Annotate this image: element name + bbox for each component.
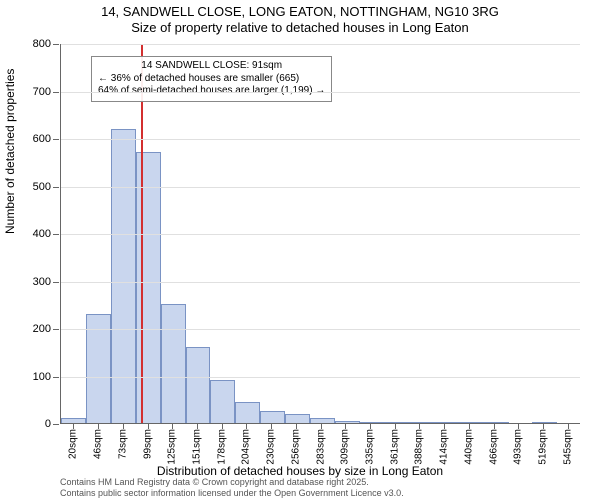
x-tick-label: 440sqm xyxy=(463,429,474,465)
footer-line2: Contains public sector information licen… xyxy=(60,488,404,498)
title-line1: 14, SANDWELL CLOSE, LONG EATON, NOTTINGH… xyxy=(0,4,600,20)
gridline xyxy=(61,44,580,45)
x-tick-label: 388sqm xyxy=(414,429,425,465)
histogram-bar xyxy=(260,411,285,423)
gridline xyxy=(61,377,580,378)
histogram-bar xyxy=(210,380,235,423)
x-tick-label: 414sqm xyxy=(439,429,450,465)
y-tick-label: 600 xyxy=(33,133,51,145)
footer-line1: Contains HM Land Registry data © Crown c… xyxy=(60,477,404,487)
x-tick-label: 20sqm xyxy=(68,429,79,459)
x-tick-label: 283sqm xyxy=(315,429,326,465)
x-tick-label: 151sqm xyxy=(191,429,202,465)
x-axis-label: Distribution of detached houses by size … xyxy=(0,464,600,478)
x-tick-label: 256sqm xyxy=(290,429,301,465)
histogram-bar xyxy=(86,314,111,423)
x-tick-label: 204sqm xyxy=(241,429,252,465)
gridline xyxy=(61,329,580,330)
y-tick-label: 400 xyxy=(33,228,51,240)
chart-container: 14, SANDWELL CLOSE, LONG EATON, NOTTINGH… xyxy=(0,0,600,500)
x-tick-label: 178sqm xyxy=(216,429,227,465)
x-tick-label: 519sqm xyxy=(538,429,549,465)
y-tick xyxy=(53,92,59,93)
histogram-bar xyxy=(235,402,260,423)
histogram-bar xyxy=(186,347,211,423)
gridline xyxy=(61,282,580,283)
title-line2: Size of property relative to detached ho… xyxy=(0,20,600,36)
x-tick-label: 545sqm xyxy=(562,429,573,465)
annotation-line1: 14 SANDWELL CLOSE: 91sqm xyxy=(98,60,325,73)
y-tick xyxy=(53,424,59,425)
gridline xyxy=(61,187,580,188)
y-tick-label: 200 xyxy=(33,323,51,335)
y-tick-label: 0 xyxy=(45,418,51,430)
footer-note: Contains HM Land Registry data © Crown c… xyxy=(60,477,404,498)
gridline xyxy=(61,234,580,235)
plot-area: 20sqm46sqm73sqm99sqm125sqm151sqm178sqm20… xyxy=(60,44,580,424)
y-tick-label: 500 xyxy=(33,181,51,193)
y-tick xyxy=(53,329,59,330)
histogram-bar xyxy=(111,129,136,424)
x-tick-label: 46sqm xyxy=(93,429,104,459)
gridline xyxy=(61,92,580,93)
y-tick xyxy=(53,139,59,140)
y-tick-label: 300 xyxy=(33,276,51,288)
y-tick xyxy=(53,187,59,188)
y-tick xyxy=(53,44,59,45)
histogram-bar xyxy=(285,414,310,424)
x-tick-label: 361sqm xyxy=(389,429,400,465)
y-axis-label: Number of detached properties xyxy=(3,69,17,234)
x-tick-label: 309sqm xyxy=(340,429,351,465)
y-tick xyxy=(53,234,59,235)
x-tick-label: 230sqm xyxy=(266,429,277,465)
histogram-bar xyxy=(161,304,186,423)
annotation-line2: ← 36% of detached houses are smaller (66… xyxy=(98,73,325,86)
y-tick-label: 100 xyxy=(33,371,51,383)
y-tick xyxy=(53,282,59,283)
gridline xyxy=(61,139,580,140)
chart-title: 14, SANDWELL CLOSE, LONG EATON, NOTTINGH… xyxy=(0,4,600,37)
y-tick-label: 700 xyxy=(33,86,51,98)
x-tick-label: 335sqm xyxy=(364,429,375,465)
x-tick-label: 125sqm xyxy=(167,429,178,465)
annotation-box: 14 SANDWELL CLOSE: 91sqm ← 36% of detach… xyxy=(91,56,332,102)
x-tick-label: 99sqm xyxy=(142,429,153,459)
y-tick xyxy=(53,377,59,378)
x-tick-label: 73sqm xyxy=(117,429,128,459)
x-tick-label: 466sqm xyxy=(488,429,499,465)
x-tick-label: 493sqm xyxy=(513,429,524,465)
histogram-bar xyxy=(136,152,161,423)
y-tick-label: 800 xyxy=(33,38,51,50)
